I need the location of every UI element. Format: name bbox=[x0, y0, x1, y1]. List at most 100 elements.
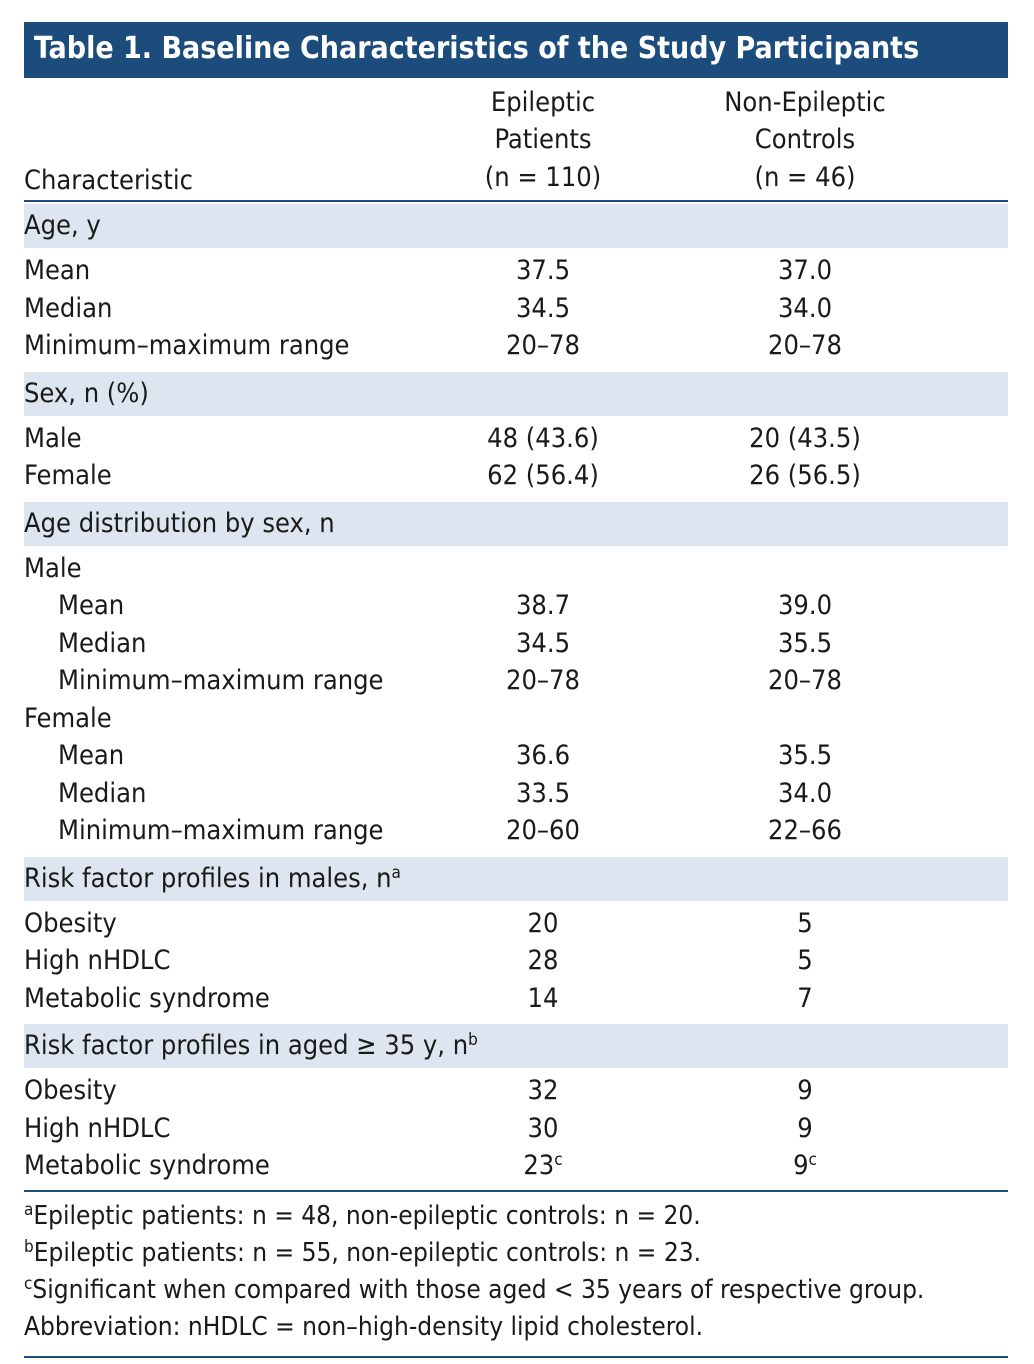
footnote-text: Epileptic patients: n = 55, non-epilepti… bbox=[33, 1237, 702, 1268]
section-header: Risk factor profiles in aged ≥ 35 y, nb bbox=[24, 1024, 1008, 1068]
footnote: Abbreviation: nHDLC = non–high-density l… bbox=[24, 1309, 1008, 1346]
table-row: Female 62 (56.4) 26 (56.5) bbox=[24, 457, 1008, 495]
cell-text: 22–66 bbox=[768, 815, 842, 846]
value-cell: 48 (43.6) bbox=[443, 420, 643, 458]
cell-text: 7 bbox=[797, 982, 813, 1014]
table-row: Mean 37.5 37.0 bbox=[24, 252, 1008, 290]
row-label: Median bbox=[24, 292, 113, 324]
section-label: Risk factor profiles in aged ≥ 35 y, n bbox=[24, 1030, 469, 1061]
row-label: Male bbox=[24, 422, 82, 454]
cell-text: 30 bbox=[527, 1112, 559, 1144]
table-row: Minimum–maximum range 20–60 22–66 bbox=[24, 812, 1008, 850]
value-cell: 20–60 bbox=[443, 812, 643, 850]
cell-text: 20 bbox=[527, 907, 559, 939]
value-cell: 20 (43.5) bbox=[705, 420, 905, 458]
value-cell: 35.5 bbox=[705, 625, 905, 663]
group-label: Female bbox=[24, 702, 112, 734]
value-cell: 20–78 bbox=[443, 327, 643, 365]
cell-text: 20 (43.5) bbox=[749, 422, 861, 454]
row-label: Metabolic syndrome bbox=[24, 1150, 270, 1181]
cell-text: 20–78 bbox=[768, 330, 842, 361]
value-cell: 5 bbox=[705, 942, 905, 980]
group-row: Male bbox=[24, 550, 1008, 588]
section-header: Risk factor profiles in males, na bbox=[24, 856, 1008, 901]
cell-text: 34.5 bbox=[515, 292, 571, 324]
footnote-text: Abbreviation: nHDLC = non–high-density l… bbox=[24, 1311, 704, 1342]
header-line: Non-Epileptic bbox=[724, 86, 886, 118]
value-cell: 36.6 bbox=[443, 737, 643, 775]
value-cell: 5 bbox=[705, 905, 905, 943]
row-label: Minimum–maximum range bbox=[58, 665, 384, 696]
table-row: Minimum–maximum range 20–78 20–78 bbox=[24, 662, 1008, 700]
value-cell: 20–78 bbox=[705, 662, 905, 700]
value-cell: 34.0 bbox=[705, 775, 905, 813]
cell-text: 32 bbox=[527, 1075, 559, 1106]
cell-text: 48 (43.6) bbox=[487, 422, 599, 454]
value-cell: 9c bbox=[705, 1147, 905, 1185]
cell-text: 36.6 bbox=[515, 740, 571, 771]
superscript: c bbox=[808, 1150, 817, 1170]
cell-text: 9 bbox=[797, 1075, 813, 1106]
cell-text: 35.5 bbox=[777, 740, 833, 771]
value-cell: 7 bbox=[705, 980, 905, 1018]
cell-text: 34.0 bbox=[777, 777, 833, 809]
cell-text: 26 (56.5) bbox=[749, 460, 861, 491]
row-label: Obesity bbox=[24, 907, 117, 939]
row-label: High nHDLC bbox=[24, 1112, 171, 1144]
value-cell: 38.7 bbox=[443, 587, 643, 625]
cell-text: 37.5 bbox=[515, 255, 571, 286]
value-cell: 39.0 bbox=[705, 587, 905, 625]
value-cell: 34.5 bbox=[443, 625, 643, 663]
cell-text: 38.7 bbox=[515, 590, 571, 621]
cell-text: 5 bbox=[797, 907, 813, 939]
value-cell: 9 bbox=[705, 1072, 905, 1110]
table-header: Characteristic Epileptic Patients (n = 11… bbox=[24, 78, 1008, 202]
cell-text: 33.5 bbox=[515, 777, 571, 809]
superscript: c bbox=[554, 1150, 563, 1170]
cell-text: 9 bbox=[797, 1112, 813, 1144]
value-cell: 20–78 bbox=[443, 662, 643, 700]
section-header: Sex, n (%) bbox=[24, 371, 1008, 416]
cell-text: 20–60 bbox=[506, 815, 580, 846]
superscript: a bbox=[391, 862, 401, 883]
value-cell: 34.0 bbox=[705, 290, 905, 328]
value-cell: 37.0 bbox=[705, 252, 905, 290]
cell-text: 35.5 bbox=[777, 627, 833, 659]
cell-text: 5 bbox=[797, 945, 813, 976]
row-label: Minimum–maximum range bbox=[24, 330, 350, 361]
cell-text: 39.0 bbox=[777, 590, 833, 621]
table-row: Minimum–maximum range 20–78 20–78 bbox=[24, 327, 1008, 365]
value-cell: 20 bbox=[443, 905, 643, 943]
value-cell: 32 bbox=[443, 1072, 643, 1110]
header-cell: Epileptic Patients (n = 110) bbox=[443, 84, 643, 197]
table-page: Table 1. Baseline Characteristics of the… bbox=[24, 22, 1008, 1358]
table-row: Mean 38.7 39.0 bbox=[24, 587, 1008, 625]
superscript: a bbox=[24, 1199, 34, 1220]
superscript: c bbox=[24, 1273, 33, 1294]
value-cell: 26 (56.5) bbox=[705, 457, 905, 495]
table-body: Age, y Mean 37.5 37.0 Median 34.5 34.0 Minimum–… bbox=[24, 204, 1008, 1190]
header-cell: Non-Epileptic Controls (n = 46) bbox=[705, 84, 905, 197]
group-label: Male bbox=[24, 552, 82, 584]
group-row: Female bbox=[24, 700, 1008, 738]
row-label: Median bbox=[58, 777, 147, 809]
row-label: Female bbox=[24, 460, 112, 491]
footnote: bEpileptic patients: n = 55, non-epilept… bbox=[24, 1235, 1008, 1272]
cell-text: 37.0 bbox=[777, 255, 833, 286]
footnote-text: Significant when compared with those age… bbox=[32, 1274, 925, 1305]
table-row: Metabolic syndrome 23c 9c bbox=[24, 1147, 1008, 1185]
cell-text: 62 (56.4) bbox=[487, 460, 599, 491]
value-cell: 9 bbox=[705, 1110, 905, 1148]
section-rows: Obesity 32 9 High nHDLC 30 9 Metabolic syndrom… bbox=[24, 1068, 1008, 1190]
row-label: Minimum–maximum range bbox=[58, 815, 384, 846]
section-rows: Male 48 (43.6) 20 (43.5) Female 62 (56.4) 26 … bbox=[24, 416, 1008, 500]
table-row: Median 33.5 34.0 bbox=[24, 775, 1008, 813]
cell-text: 9 bbox=[793, 1150, 809, 1181]
value-cell: 34.5 bbox=[443, 290, 643, 328]
table-row: Obesity 32 9 bbox=[24, 1072, 1008, 1110]
cell-text: 14 bbox=[527, 982, 559, 1014]
section-rows: Male Mean 38.7 39.0 Median 34.5 35.5 Minimum–ma… bbox=[24, 546, 1008, 855]
section-rows: Obesity 20 5 High nHDLC 28 5 Metabolic syndrom… bbox=[24, 901, 1008, 1023]
table-row: High nHDLC 30 9 bbox=[24, 1110, 1008, 1148]
value-cell: 20–78 bbox=[705, 327, 905, 365]
